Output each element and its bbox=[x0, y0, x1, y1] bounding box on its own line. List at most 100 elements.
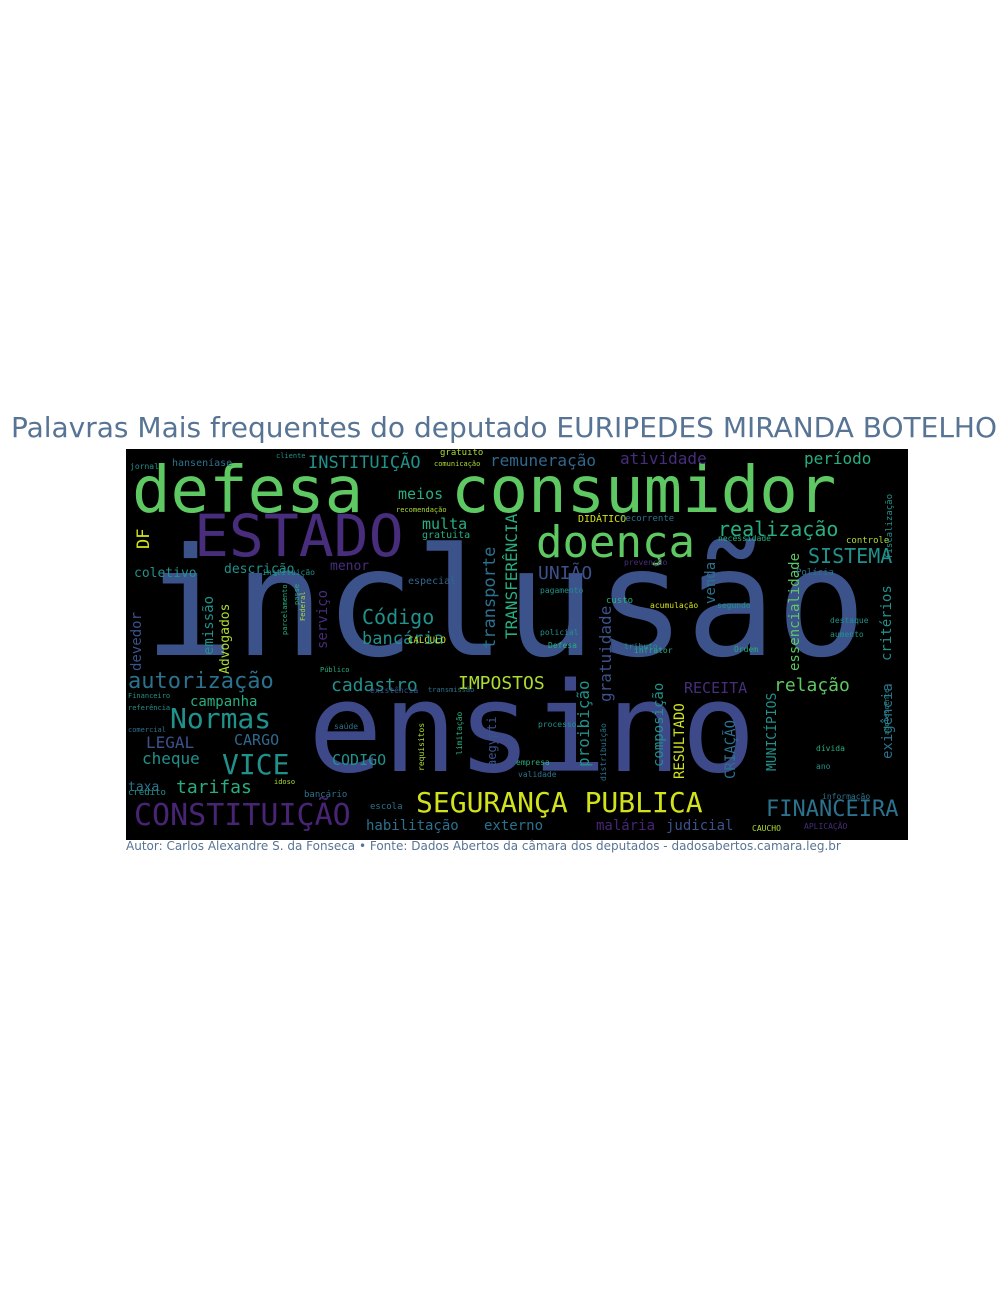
cloud-word: transporte bbox=[480, 546, 500, 649]
cloud-word: ensino bbox=[308, 657, 756, 801]
cloud-word: tarifas bbox=[176, 777, 252, 798]
cloud-word: aumento bbox=[830, 630, 864, 639]
cloud-word: infrator bbox=[634, 646, 673, 655]
cloud-word: bancário bbox=[304, 790, 348, 800]
cloud-word: APLICAÇÃO bbox=[804, 822, 848, 831]
cloud-word: pagamento bbox=[540, 586, 584, 595]
cloud-word: hanseníase bbox=[172, 458, 233, 469]
cloud-word: dívida bbox=[816, 744, 845, 753]
cloud-word: controle bbox=[846, 536, 890, 546]
word-cloud: inclusão ensino defesa consumidor ESTADO doen… bbox=[126, 449, 908, 840]
cloud-word: CAUCHO bbox=[752, 824, 781, 833]
cloud-word: RESULTADO bbox=[672, 703, 688, 779]
cloud-word: comercial bbox=[128, 726, 166, 734]
cloud-word: destaque bbox=[830, 616, 869, 625]
cloud-word: composição bbox=[651, 682, 667, 767]
cloud-word: requisitos bbox=[417, 722, 426, 771]
cloud-word: validade bbox=[518, 770, 557, 779]
cloud-word: gratuito bbox=[440, 449, 484, 458]
cloud-word: meios bbox=[398, 485, 444, 503]
cloud-word: atividade bbox=[620, 449, 707, 468]
cloud-word: RECEITA bbox=[684, 679, 748, 697]
cloud-word: realização bbox=[718, 517, 839, 541]
cloud-word: ESTADO bbox=[194, 502, 404, 570]
cloud-word: SEGURANÇA PUBLICA bbox=[416, 786, 703, 819]
cloud-word: campanha bbox=[190, 694, 258, 710]
cloud-word: recomendação bbox=[396, 506, 447, 514]
cloud-word: DF bbox=[134, 528, 154, 549]
cloud-word: ano bbox=[816, 762, 831, 771]
cloud-word: existência bbox=[370, 686, 419, 695]
cloud-word: segundo bbox=[717, 601, 751, 610]
cloud-word: instituição bbox=[262, 568, 315, 577]
cloud-word: fiscalização bbox=[885, 493, 895, 559]
cloud-word: DIDÁTICO bbox=[578, 514, 627, 525]
cloud-word: habilitação bbox=[366, 818, 459, 834]
cloud-word: Financeiro bbox=[128, 692, 171, 700]
cloud-word: coletivo bbox=[134, 566, 197, 581]
cloud-word: UNIÃO bbox=[538, 563, 593, 584]
page-title: Palavras Mais frequentes do deputado EUR… bbox=[10, 411, 998, 444]
cloud-word: idoso bbox=[274, 778, 296, 786]
cloud-word: bancária bbox=[362, 629, 444, 649]
cloud-word: serviço bbox=[315, 589, 331, 649]
cloud-word: Advogados bbox=[218, 603, 233, 674]
cloud-word: CONSTITUIÇÃO bbox=[134, 798, 351, 833]
cloud-word: judicial bbox=[666, 818, 734, 834]
cloud-word: CARGO bbox=[234, 731, 280, 749]
cloud-word: aegypti bbox=[485, 716, 499, 767]
cloud-word: autorização bbox=[128, 669, 274, 694]
cloud-word: passe bbox=[293, 583, 301, 605]
cloud-word: recorrente bbox=[620, 514, 675, 524]
cloud-word: parcelamento bbox=[281, 584, 289, 635]
cloud-word: relação bbox=[774, 675, 850, 696]
cloud-word: doença bbox=[536, 517, 695, 568]
cloud-word: gratuidade bbox=[596, 605, 615, 702]
cloud-word: proibição bbox=[574, 680, 593, 767]
cloud-word: cadastro bbox=[331, 675, 418, 696]
cloud-word: CRIAÇÃO bbox=[723, 719, 739, 779]
cloud-word: prevenção bbox=[624, 558, 668, 567]
cloud-word: cheque bbox=[142, 749, 200, 768]
cloud-word: Defesa bbox=[548, 641, 577, 650]
cloud-word: Público bbox=[320, 666, 350, 674]
cloud-word: taxa bbox=[128, 780, 160, 795]
cloud-word: adolescente bbox=[883, 688, 891, 735]
cloud-word: policial bbox=[540, 628, 579, 637]
cloud-word: devedor bbox=[129, 611, 145, 671]
cloud-word: IMPOSTOS bbox=[458, 673, 545, 694]
cloud-word: FINANCEIRA bbox=[766, 797, 899, 822]
cloud-word: venda bbox=[703, 561, 719, 604]
cloud-word: consumidor bbox=[451, 454, 837, 528]
cloud-word: CODIGO bbox=[332, 751, 387, 769]
cloud-word: remuneração bbox=[490, 451, 596, 470]
cloud-word: saúde bbox=[334, 722, 359, 731]
cloud-word: SISTEMA bbox=[808, 544, 893, 568]
cloud-word: externo bbox=[484, 818, 544, 834]
cloud-word: empresa bbox=[516, 758, 550, 767]
cloud-word: multa bbox=[422, 515, 468, 533]
cloud-word: VICE bbox=[222, 748, 290, 781]
cloud-word: gratuita bbox=[422, 530, 471, 541]
cloud-word: inclusão bbox=[144, 517, 867, 691]
cloud-word: crédito bbox=[128, 788, 166, 798]
cloud-word: MUNICÍPIOS bbox=[765, 692, 780, 771]
cloud-word: critérios bbox=[879, 585, 895, 661]
cloud-word: especial bbox=[408, 576, 457, 587]
cloud-word: emissão bbox=[201, 595, 217, 655]
cloud-word: Ordem bbox=[734, 645, 759, 654]
cloud-word: Código bbox=[362, 605, 435, 629]
cloud-word: Polícia bbox=[796, 568, 834, 578]
cloud-word: menor bbox=[330, 559, 370, 574]
cloud-word: acumulação bbox=[650, 601, 699, 610]
cloud-word: malária bbox=[596, 818, 656, 834]
cloud-word: custo bbox=[606, 596, 634, 606]
cloud-word: Normas bbox=[170, 702, 272, 735]
cloud-word: limitação bbox=[455, 711, 464, 755]
cloud-word: necessidade bbox=[718, 534, 771, 543]
cloud-word: transmissão bbox=[428, 686, 475, 694]
cloud-word: Federal bbox=[299, 591, 307, 621]
cloud-word: jornal bbox=[130, 462, 159, 471]
cloud-word: TRANSFERÊNCIA bbox=[502, 513, 521, 639]
cloud-word: cliente bbox=[276, 452, 306, 460]
